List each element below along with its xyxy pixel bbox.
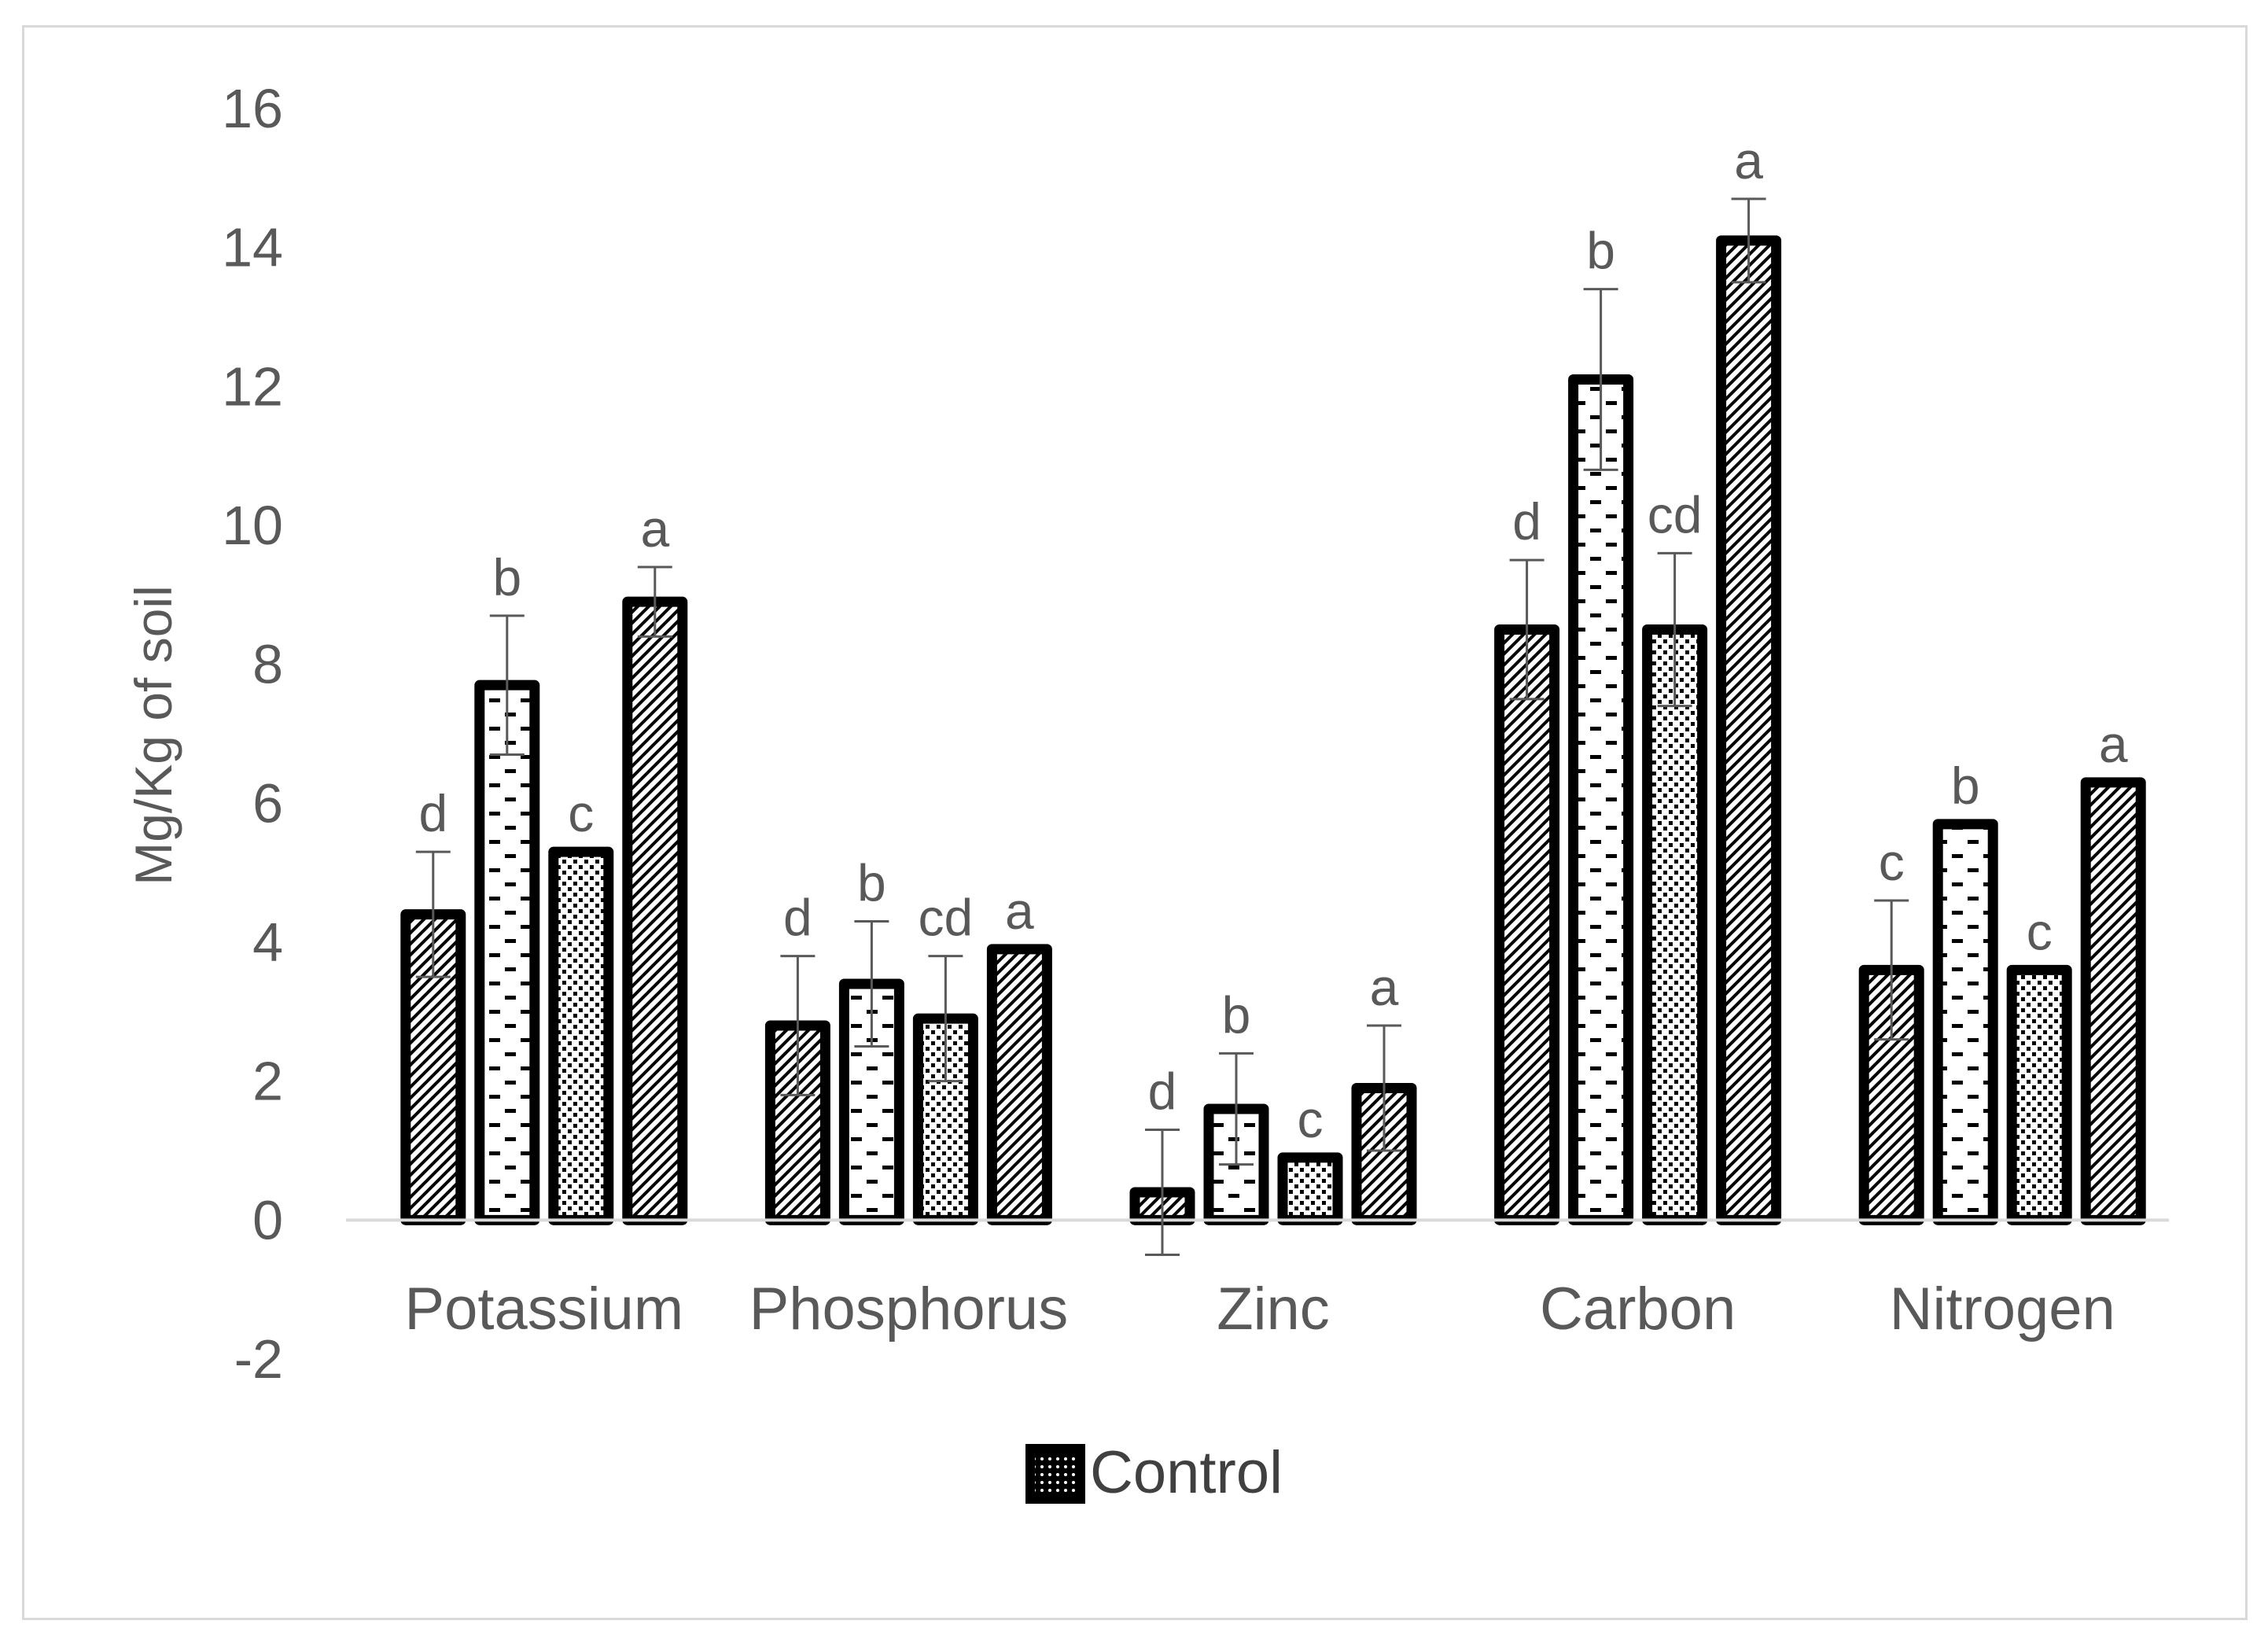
significance-letter: b xyxy=(857,854,886,912)
bars-group xyxy=(400,235,2146,1225)
bar xyxy=(1932,819,1998,1225)
error-bars-group xyxy=(415,197,1909,1256)
y-tick-label: 6 xyxy=(252,772,283,834)
y-tick-label: 10 xyxy=(222,495,283,556)
bar xyxy=(1568,374,1634,1225)
y-tick-label: 2 xyxy=(252,1051,283,1112)
bar xyxy=(1277,1152,1343,1225)
chart-frame xyxy=(22,25,2248,1620)
y-tick-label: 12 xyxy=(222,355,283,417)
bar xyxy=(986,944,1052,1225)
bar xyxy=(838,978,904,1225)
bar xyxy=(1716,235,1782,1225)
category-label: Zinc xyxy=(1217,1276,1330,1343)
legend-label-control: Control xyxy=(1090,1439,1283,1506)
significance-letter: d xyxy=(783,889,812,947)
bar xyxy=(1494,624,1560,1225)
bar xyxy=(548,846,614,1225)
significance-letter: d xyxy=(1148,1063,1177,1121)
significance-letter: b xyxy=(492,548,521,606)
significance-letter: b xyxy=(1222,985,1251,1044)
significance-letter: b xyxy=(1586,222,1615,280)
significance-letter: a xyxy=(1005,882,1034,940)
y-tick-label: 14 xyxy=(222,217,283,278)
bar xyxy=(474,680,540,1225)
bar xyxy=(2080,777,2146,1225)
significance-letter: a xyxy=(2099,715,2128,773)
y-tick-label: 16 xyxy=(222,78,283,139)
bar xyxy=(622,596,688,1225)
category-label: Phosphorus xyxy=(749,1276,1069,1343)
significance-letter: a xyxy=(640,499,669,558)
bar xyxy=(1642,624,1708,1225)
y-tick-label: 8 xyxy=(252,634,283,695)
category-label: Potassium xyxy=(404,1276,683,1343)
significance-letter: cd xyxy=(1648,485,1703,543)
legend-swatch-control xyxy=(1025,1444,1085,1504)
category-label: Nitrogen xyxy=(1890,1276,2115,1343)
category-label: Carbon xyxy=(1540,1276,1736,1343)
y-axis-ticks: -2 0 2 4 6 8 10 12 14 16 xyxy=(222,78,283,1390)
significance-letter: a xyxy=(1370,958,1399,1016)
significance-letter: cd xyxy=(919,889,974,947)
significance-letter: d xyxy=(418,784,447,842)
y-tick-label: 0 xyxy=(252,1189,283,1250)
significance-letter: d xyxy=(1512,492,1541,551)
y-axis-title: Mg/Kg of soil xyxy=(124,585,182,886)
legend: Control xyxy=(1025,1439,1283,1506)
significance-letter: c xyxy=(568,784,594,842)
significance-letter: b xyxy=(1951,757,1980,815)
significance-letter: c xyxy=(1879,833,1905,891)
bar xyxy=(2006,964,2072,1225)
y-tick-label: -2 xyxy=(234,1328,283,1390)
significance-letter: c xyxy=(1298,1090,1324,1148)
x-axis-categories: Potassium Phosphorus Zinc Carbon Nitrogen xyxy=(404,1276,2115,1343)
significance-letter: a xyxy=(1734,131,1763,190)
significance-letter: c xyxy=(2027,902,2053,960)
y-tick-label: 4 xyxy=(252,912,283,973)
